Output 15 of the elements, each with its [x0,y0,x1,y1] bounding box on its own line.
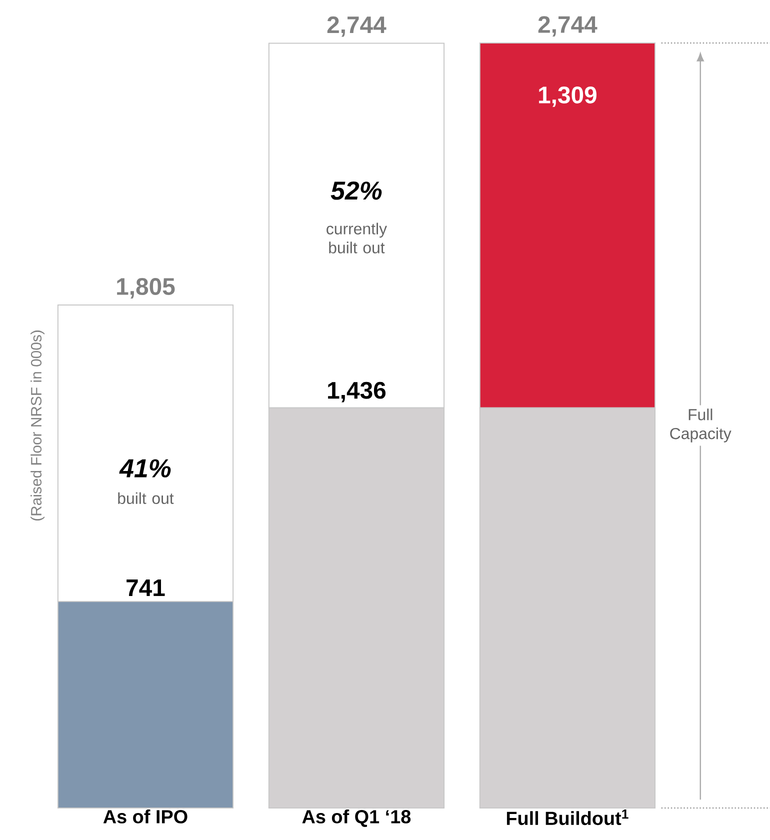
total-label: 2,744 [538,16,598,36]
total-label: 2,744 [327,16,386,37]
annotation: currently built out [326,222,387,254]
annotation: Full Capacity [670,408,732,442]
annotation: 41% [119,459,171,478]
total-label: 1,805 [117,278,175,298]
x-tick-label: Full Buildout$^{1}$ [506,810,628,826]
annotation: 52% [330,181,382,200]
x-tick-label: As of IPO [103,810,188,824]
y-axis-title: (Raised Floor NRSF in 000s) [30,330,44,520]
data-label: 1,436 [328,382,386,402]
data-label: 1,309 [539,86,596,107]
annotation: built out [118,492,174,504]
data-label: 741 [126,580,165,596]
x-tick-label: As of Q1 ‘18 [302,810,411,827]
